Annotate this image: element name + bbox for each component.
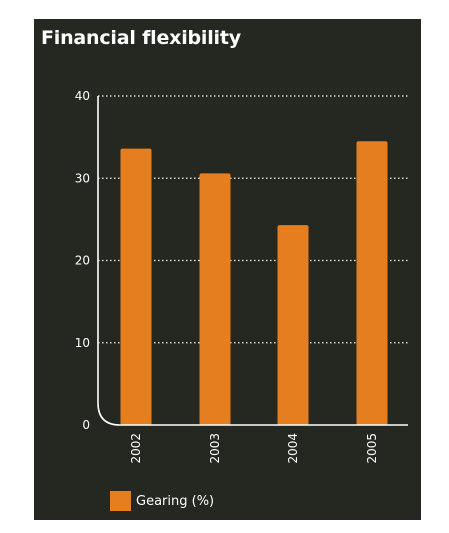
y-tick-labels: 0 10 20 30 40	[75, 89, 90, 432]
legend-swatch	[110, 491, 131, 511]
y-tick-label: 40	[75, 89, 90, 103]
y-tick-label: 10	[75, 336, 90, 350]
bar	[277, 225, 309, 425]
y-tick-label: 0	[82, 418, 90, 432]
x-tick-label: 2004	[286, 433, 300, 464]
bar-chart: 0 10 20 30 40 2002 2003 2004 2005	[75, 89, 408, 464]
bar	[199, 173, 231, 425]
bar	[356, 141, 388, 426]
legend-label: Gearing (%)	[136, 493, 215, 509]
x-tick-labels: 2002 2003 2004 2005	[129, 433, 379, 464]
x-tick-label: 2002	[129, 433, 143, 464]
y-tick-label: 30	[75, 171, 90, 185]
bars	[120, 141, 388, 426]
legend: Gearing (%)	[110, 491, 214, 511]
chart-title: Financial flexibility	[41, 27, 241, 49]
bar	[120, 148, 152, 425]
y-tick-label: 20	[75, 254, 90, 268]
x-tick-label: 2005	[365, 433, 379, 464]
x-tick-label: 2003	[208, 433, 222, 464]
chart-axes	[97, 96, 408, 426]
